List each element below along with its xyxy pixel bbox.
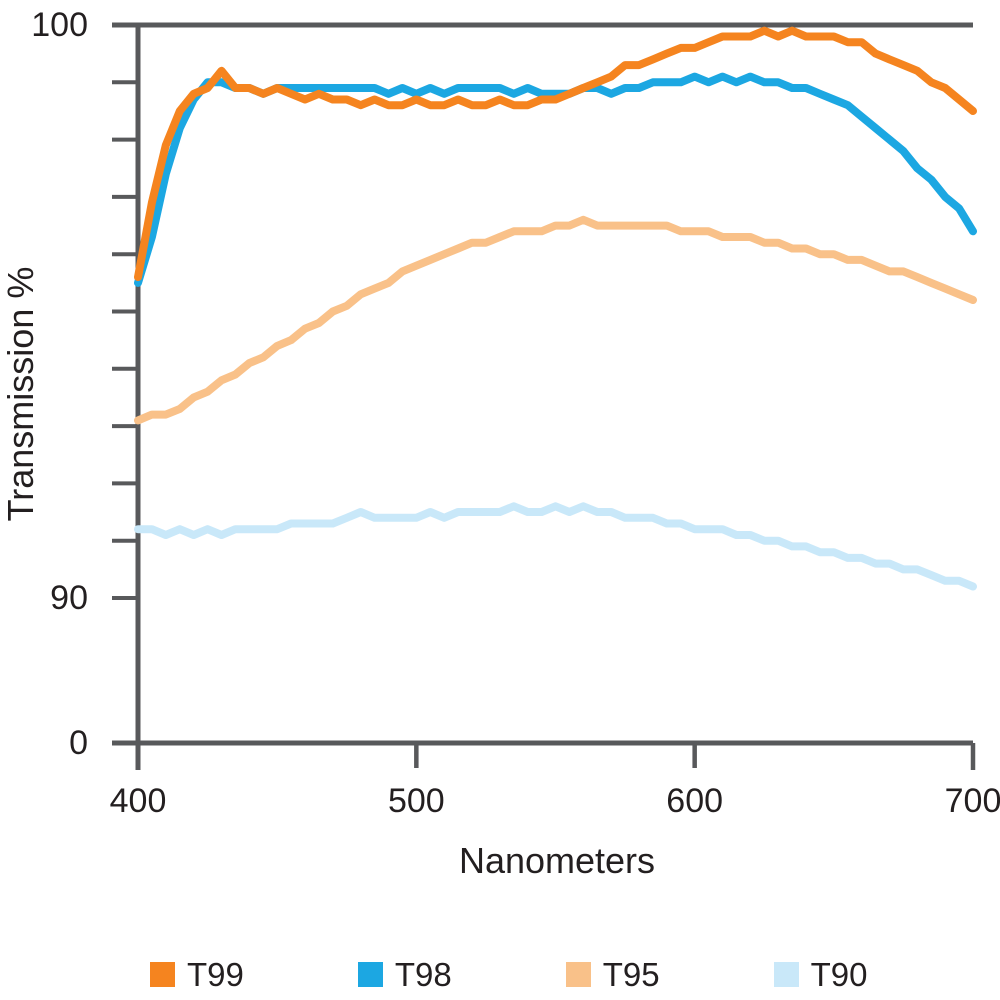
y-tick-label-90: 90 <box>50 579 88 617</box>
legend-label-T98: T98 <box>394 956 452 993</box>
x-tick-label-700: 700 <box>944 782 1000 820</box>
legend-swatch-T99 <box>150 962 175 987</box>
legend-item-T95: T95 <box>565 956 660 993</box>
x-tick-label-600: 600 <box>666 782 724 820</box>
legend-item-T90: T90 <box>773 956 868 993</box>
x-tick-label-500: 500 <box>387 782 445 820</box>
legend: T99 T98 T95 T90 <box>150 958 868 991</box>
legend-swatch-T95 <box>565 962 591 987</box>
legend-swatch-T98 <box>357 962 383 987</box>
legend-label-T90: T90 <box>810 956 868 993</box>
series-line-T99 <box>134 26 977 282</box>
x-tick-label-400: 400 <box>109 782 167 820</box>
legend-swatch-T90 <box>773 962 799 987</box>
series-line-T90 <box>134 502 977 591</box>
series-line-T95 <box>134 215 977 425</box>
x-axis-title: Nanometers <box>458 840 656 881</box>
legend-label-T99: T99 <box>187 956 244 993</box>
y-tick-label-0: 0 <box>69 724 88 762</box>
legend-item-T99: T99 <box>150 958 244 991</box>
series-line-T98 <box>134 72 977 287</box>
legend-item-T98: T98 <box>357 956 452 993</box>
y-axis-title: Transmission % <box>0 266 41 522</box>
y-tick-label-100: 100 <box>31 6 88 44</box>
legend-label-T95: T95 <box>602 956 660 993</box>
